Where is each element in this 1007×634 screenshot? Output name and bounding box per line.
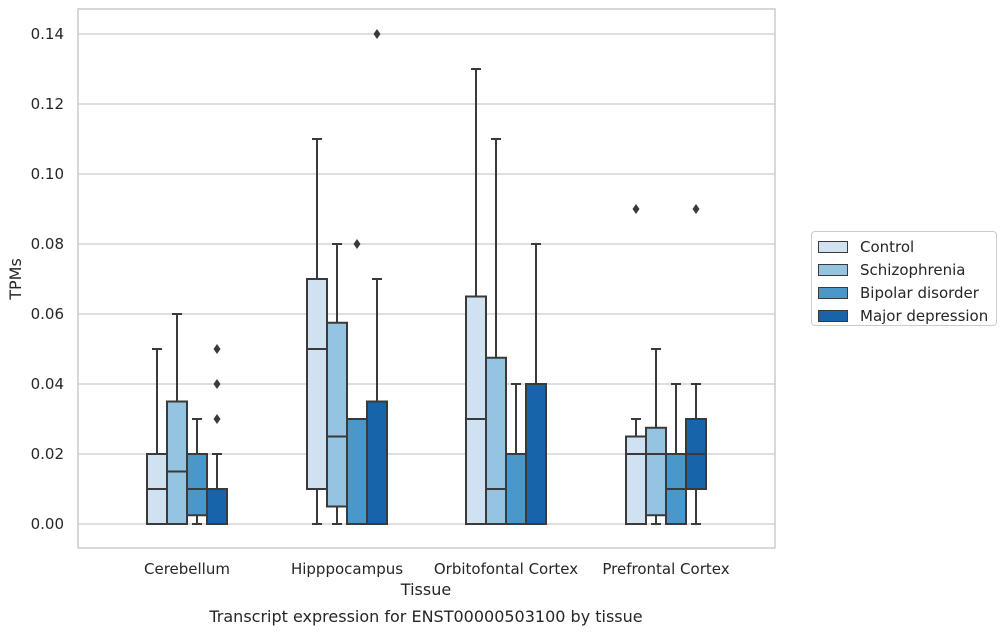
box-control xyxy=(625,204,647,525)
box-schizophrenia xyxy=(166,313,188,525)
box-major-depression xyxy=(685,204,707,525)
box-control xyxy=(465,68,487,525)
y-tick-label: 0.14 xyxy=(31,25,64,43)
box-bipolar-disorder xyxy=(505,383,527,525)
outlier-point xyxy=(373,29,381,39)
box-schizophrenia xyxy=(645,348,667,525)
outlier-point xyxy=(213,344,221,354)
y-tick-label: 0.06 xyxy=(31,305,64,323)
box-body xyxy=(346,418,368,525)
plot-area-frame xyxy=(77,8,776,549)
legend-swatch xyxy=(818,309,848,322)
box-body xyxy=(485,356,507,525)
legend-item: Major depression xyxy=(812,304,996,327)
legend-swatch xyxy=(818,263,848,276)
box-body xyxy=(645,426,667,517)
box-body xyxy=(366,400,388,525)
box-bipolar-disorder xyxy=(665,383,687,525)
box-schizophrenia xyxy=(326,243,348,525)
box-control xyxy=(306,138,328,525)
box-body xyxy=(505,453,527,525)
x-tick-labels: Cerebellum Hipppocampus Orbitofontal Corte… xyxy=(144,560,730,578)
x-tick-label: Cerebellum xyxy=(144,560,230,578)
legend-label: Control xyxy=(860,237,915,256)
y-tick-label: 0.04 xyxy=(31,375,64,393)
box-major-depression xyxy=(525,243,547,525)
outlier-point xyxy=(213,379,221,389)
x-tick-label: Prefrontal Cortex xyxy=(602,560,729,578)
legend-label: Schizophrenia xyxy=(860,260,966,279)
box-body xyxy=(465,295,487,525)
box-body xyxy=(625,435,647,525)
box-bipolar-disorder xyxy=(346,239,368,525)
legend-label: Bipolar disorder xyxy=(860,283,979,302)
chart-title: Transcript expression for ENST0000050310… xyxy=(208,607,642,626)
y-tick-label: 0.00 xyxy=(31,515,64,533)
box-body xyxy=(166,400,188,525)
box-major-depression xyxy=(206,344,228,525)
legend-swatch xyxy=(818,286,848,299)
box-body xyxy=(326,321,348,508)
outlier-point xyxy=(213,414,221,424)
x-tick-label: Hipppocampus xyxy=(291,560,403,578)
legend: Control Schizophrenia Bipolar disorder Majo… xyxy=(811,231,997,326)
box-control xyxy=(146,348,168,525)
legend-label: Major depression xyxy=(860,306,989,325)
y-tick-label: 0.10 xyxy=(31,165,64,183)
legend-item: Bipolar disorder xyxy=(812,281,996,304)
legend-item: Control xyxy=(812,235,996,258)
y-tick-label: 0.02 xyxy=(31,445,64,463)
y-tick-label: 0.08 xyxy=(31,235,64,253)
y-axis-label: TPMs xyxy=(6,258,25,301)
y-tick-label: 0.12 xyxy=(31,95,64,113)
legend-item: Schizophrenia xyxy=(812,258,996,281)
box-schizophrenia xyxy=(485,138,507,525)
outlier-point xyxy=(353,239,361,249)
y-tick-labels: 0.00 0.02 0.04 0.06 0.08 0.10 0.12 0.14 xyxy=(31,25,64,533)
box-major-depression xyxy=(366,29,388,525)
box-body xyxy=(206,488,228,525)
outlier-point xyxy=(632,204,640,214)
box-body xyxy=(186,453,208,517)
x-tick-label: Orbitofontal Cortex xyxy=(434,560,578,578)
box-body xyxy=(525,383,547,525)
outlier-point xyxy=(692,204,700,214)
box-bipolar-disorder xyxy=(186,418,208,525)
x-axis-label: Tissue xyxy=(400,580,451,599)
legend-swatch xyxy=(818,240,848,253)
box-body xyxy=(306,278,328,490)
boxes xyxy=(146,29,707,525)
